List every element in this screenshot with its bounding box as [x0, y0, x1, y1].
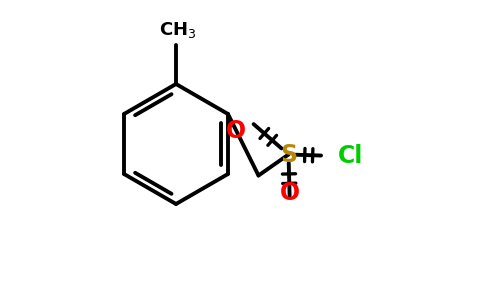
Text: Cl: Cl	[338, 144, 363, 168]
Text: S: S	[280, 142, 297, 167]
Text: O: O	[280, 182, 300, 206]
Text: CH$_3$: CH$_3$	[159, 20, 196, 40]
Text: O: O	[226, 118, 246, 142]
